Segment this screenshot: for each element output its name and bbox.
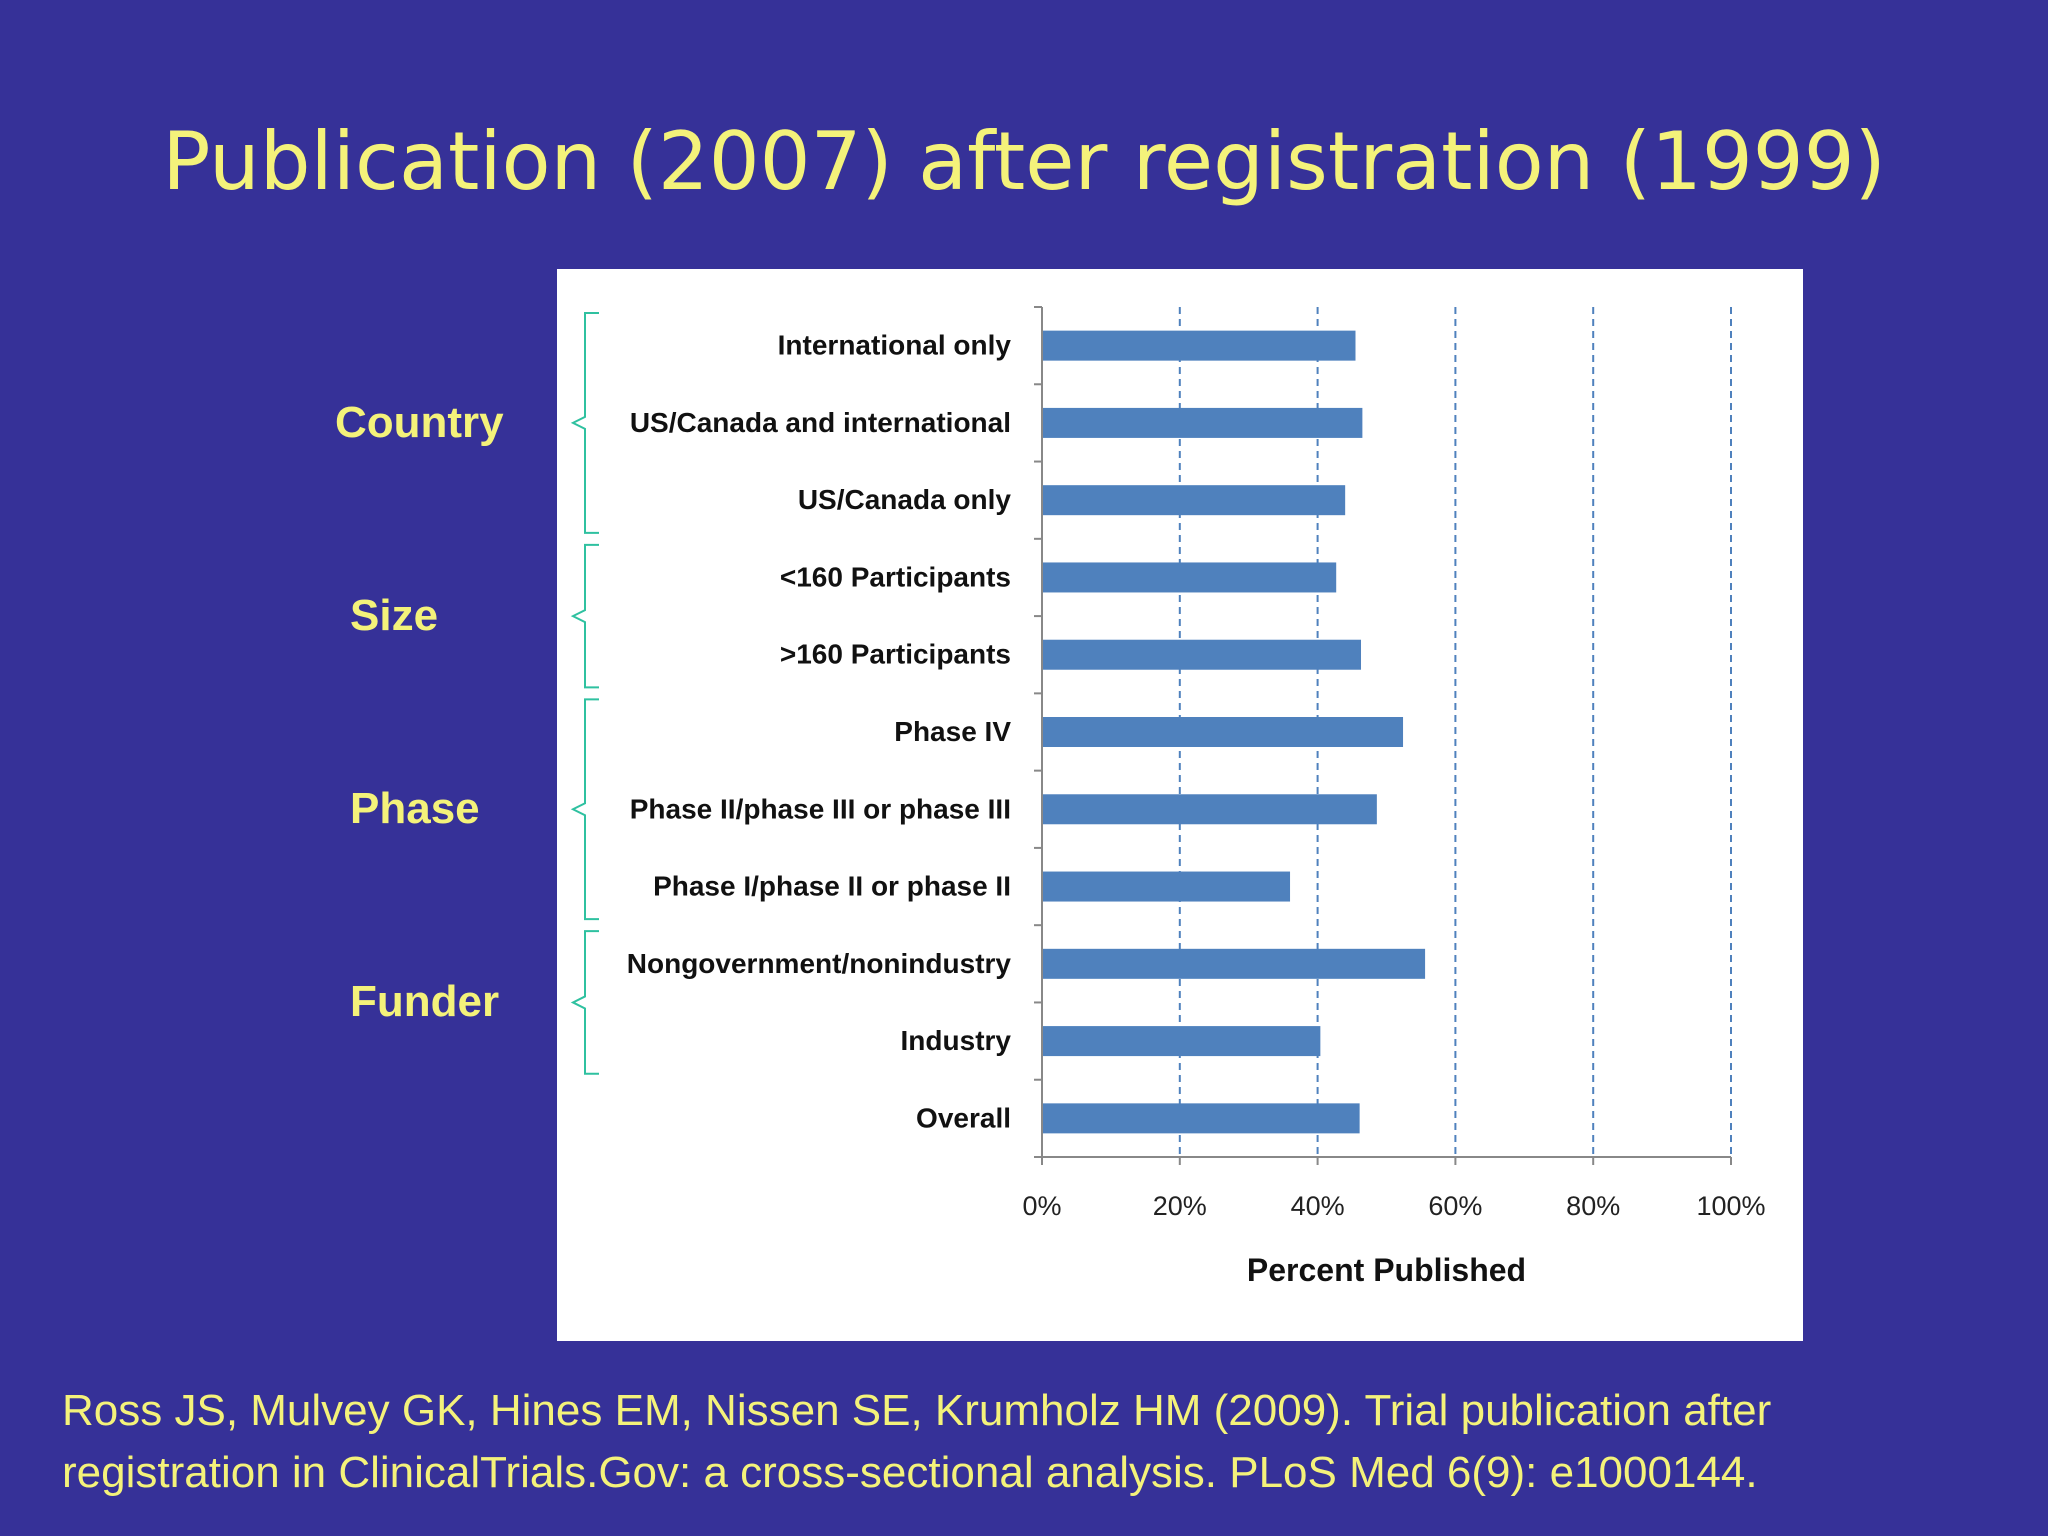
group-bracket-3 <box>570 930 599 1075</box>
category-label-3: <160 Participants <box>780 561 1011 592</box>
x-tick-label-40: 40% <box>1291 1191 1345 1221</box>
bar-2 <box>1042 485 1346 516</box>
group-bracket-2 <box>570 698 599 921</box>
bar-chart: International only US/Canada and internat… <box>570 306 1766 1288</box>
bar-4 <box>1042 639 1362 670</box>
x-tick-label-80: 80% <box>1566 1191 1620 1221</box>
category-label-0: International only <box>778 330 1012 361</box>
bar-0 <box>1042 330 1356 361</box>
group-bracket-0 <box>570 312 599 534</box>
group-bracket-1 <box>570 543 599 689</box>
x-tick-label-0: 0% <box>1022 1191 1061 1221</box>
bar-3 <box>1042 562 1337 593</box>
group-label-3: Funder <box>350 977 500 1027</box>
bar-10 <box>1042 1103 1360 1134</box>
bar-9 <box>1042 1026 1321 1057</box>
x-tick-label-60: 60% <box>1428 1191 1482 1221</box>
citation: Ross JS, Mulvey GK, Hines EM, Nissen SE,… <box>62 1380 2022 1504</box>
group-label-0: Country <box>335 397 504 447</box>
x-tick-label-100: 100% <box>1696 1191 1765 1221</box>
category-label-1: US/Canada and international <box>630 407 1011 438</box>
x-axis-title: Percent Published <box>1247 1252 1526 1288</box>
group-label-1: Size <box>350 591 439 641</box>
citation-line-1: Ross JS, Mulvey GK, Hines EM, Nissen SE,… <box>62 1386 1772 1435</box>
bar-5 <box>1042 717 1404 747</box>
bar-6 <box>1042 794 1377 825</box>
category-label-7: Phase I/phase II or phase II <box>653 871 1011 902</box>
group-label-2: Phase <box>350 784 480 834</box>
category-label-10: Overall <box>916 1102 1011 1133</box>
citation-line-2: registration in ClinicalTrials.Gov: a cr… <box>62 1448 1758 1497</box>
category-label-2: US/Canada only <box>798 484 1012 515</box>
bar-7 <box>1042 871 1291 902</box>
category-label-6: Phase II/phase III or phase III <box>630 793 1011 824</box>
category-label-9: Industry <box>901 1025 1012 1056</box>
category-label-4: >160 Participants <box>780 639 1011 670</box>
x-tick-label-20: 20% <box>1153 1191 1207 1221</box>
category-label-5: Phase IV <box>894 716 1011 747</box>
slide-title: Publication (2007) after registration (1… <box>162 115 1886 208</box>
category-label-8: Nongovernment/nonindustry <box>627 948 1012 979</box>
bar-1 <box>1042 407 1363 438</box>
bar-8 <box>1042 948 1426 979</box>
chart-panel: International only US/Canada and internat… <box>557 269 1803 1341</box>
